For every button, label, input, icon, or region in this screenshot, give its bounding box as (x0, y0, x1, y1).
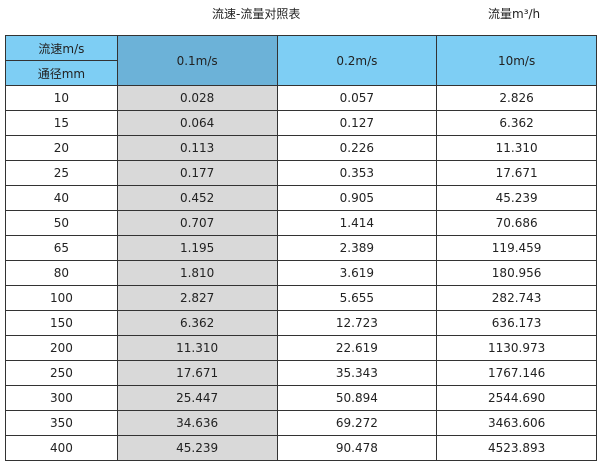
table-row: 80 1.810 3.619 180.956 (5, 260, 597, 286)
diameter-cell: 100 (5, 285, 118, 311)
table-row: 25 0.177 0.353 17.671 (5, 160, 597, 186)
table-row: 15 0.064 0.127 6.362 (5, 110, 597, 136)
flow-cell: 35.343 (276, 360, 438, 386)
flow-cell: 282.743 (436, 285, 597, 311)
flow-cell: 0.127 (276, 110, 438, 136)
table-row: 200 11.310 22.619 1130.973 (5, 335, 597, 361)
flow-cell: 25.447 (116, 385, 278, 411)
table-row: 100 2.827 5.655 282.743 (5, 285, 597, 311)
diameter-cell: 250 (5, 360, 118, 386)
diameter-cell: 25 (5, 160, 118, 186)
table-row: 40 0.452 0.905 45.239 (5, 185, 597, 211)
flow-table: 流速m/s 0.1m/s 0.2m/s 10m/s 通径mm 10 0.028 0.… (5, 35, 597, 461)
flow-cell: 0.707 (116, 210, 278, 236)
flow-cell: 70.686 (436, 210, 597, 236)
column-header: 0.2m/s (276, 35, 438, 86)
diameter-cell: 400 (5, 435, 118, 461)
flow-cell: 0.177 (116, 160, 278, 186)
diameter-cell: 40 (5, 185, 118, 211)
table-row: 400 45.239 90.478 4523.893 (5, 435, 597, 461)
flow-cell: 2.389 (276, 235, 438, 261)
flow-cell: 11.310 (436, 135, 597, 161)
diameter-cell: 150 (5, 310, 118, 336)
table-row: 300 25.447 50.894 2544.690 (5, 385, 597, 411)
flow-cell: 2.826 (436, 85, 597, 111)
diameter-cell: 15 (5, 110, 118, 136)
table-row: 65 1.195 2.389 119.459 (5, 235, 597, 261)
table-row: 50 0.707 1.414 70.686 (5, 210, 597, 236)
flow-cell: 3463.606 (436, 410, 597, 436)
flow-cell: 0.028 (116, 85, 278, 111)
flow-cell: 1.810 (116, 260, 278, 286)
flow-cell: 1767.146 (436, 360, 597, 386)
speed-header: 流速m/s (5, 35, 118, 61)
flow-cell: 17.671 (436, 160, 597, 186)
flow-cell: 3.619 (276, 260, 438, 286)
diameter-cell: 20 (5, 135, 118, 161)
flow-cell: 11.310 (116, 335, 278, 361)
table-row: 350 34.636 69.272 3463.606 (5, 410, 597, 436)
flow-cell: 6.362 (436, 110, 597, 136)
flow-cell: 0.113 (116, 135, 278, 161)
flow-cell: 0.057 (276, 85, 438, 111)
table-row: 250 17.671 35.343 1767.146 (5, 360, 597, 386)
diameter-cell: 80 (5, 260, 118, 286)
flow-cell: 90.478 (276, 435, 438, 461)
flow-cell: 69.272 (276, 410, 438, 436)
table-row: 150 6.362 12.723 636.173 (5, 310, 597, 336)
flow-cell: 17.671 (116, 360, 278, 386)
flow-cell: 4523.893 (436, 435, 597, 461)
flow-cell: 22.619 (276, 335, 438, 361)
flow-cell: 6.362 (116, 310, 278, 336)
flow-cell: 12.723 (276, 310, 438, 336)
flow-cell: 34.636 (116, 410, 278, 436)
table-row: 20 0.113 0.226 11.310 (5, 135, 597, 161)
column-header: 10m/s (436, 35, 597, 86)
flow-cell: 2544.690 (436, 385, 597, 411)
flow-cell: 636.173 (436, 310, 597, 336)
flow-cell: 45.239 (436, 185, 597, 211)
flow-cell: 45.239 (116, 435, 278, 461)
flow-cell: 119.459 (436, 235, 597, 261)
diameter-cell: 50 (5, 210, 118, 236)
flow-cell: 0.064 (116, 110, 278, 136)
flow-cell: 0.353 (276, 160, 438, 186)
flow-cell: 1130.973 (436, 335, 597, 361)
diameter-header: 通径mm (5, 60, 118, 86)
diameter-cell: 200 (5, 335, 118, 361)
flow-cell: 2.827 (116, 285, 278, 311)
flow-cell: 0.452 (116, 185, 278, 211)
column-header: 0.1m/s (116, 35, 278, 86)
table-row: 10 0.028 0.057 2.826 (5, 85, 597, 111)
diameter-cell: 300 (5, 385, 118, 411)
diameter-cell: 350 (5, 410, 118, 436)
flow-cell: 5.655 (276, 285, 438, 311)
flow-cell: 180.956 (436, 260, 597, 286)
flow-cell: 50.894 (276, 385, 438, 411)
flow-cell: 1.195 (116, 235, 278, 261)
flow-cell: 0.226 (276, 135, 438, 161)
flow-cell: 1.414 (276, 210, 438, 236)
diameter-cell: 65 (5, 235, 118, 261)
diameter-cell: 10 (5, 85, 118, 111)
unit-label: 流量m³/h (488, 7, 541, 21)
table-title: 流速-流量对照表 (212, 7, 301, 21)
flow-cell: 0.905 (276, 185, 438, 211)
